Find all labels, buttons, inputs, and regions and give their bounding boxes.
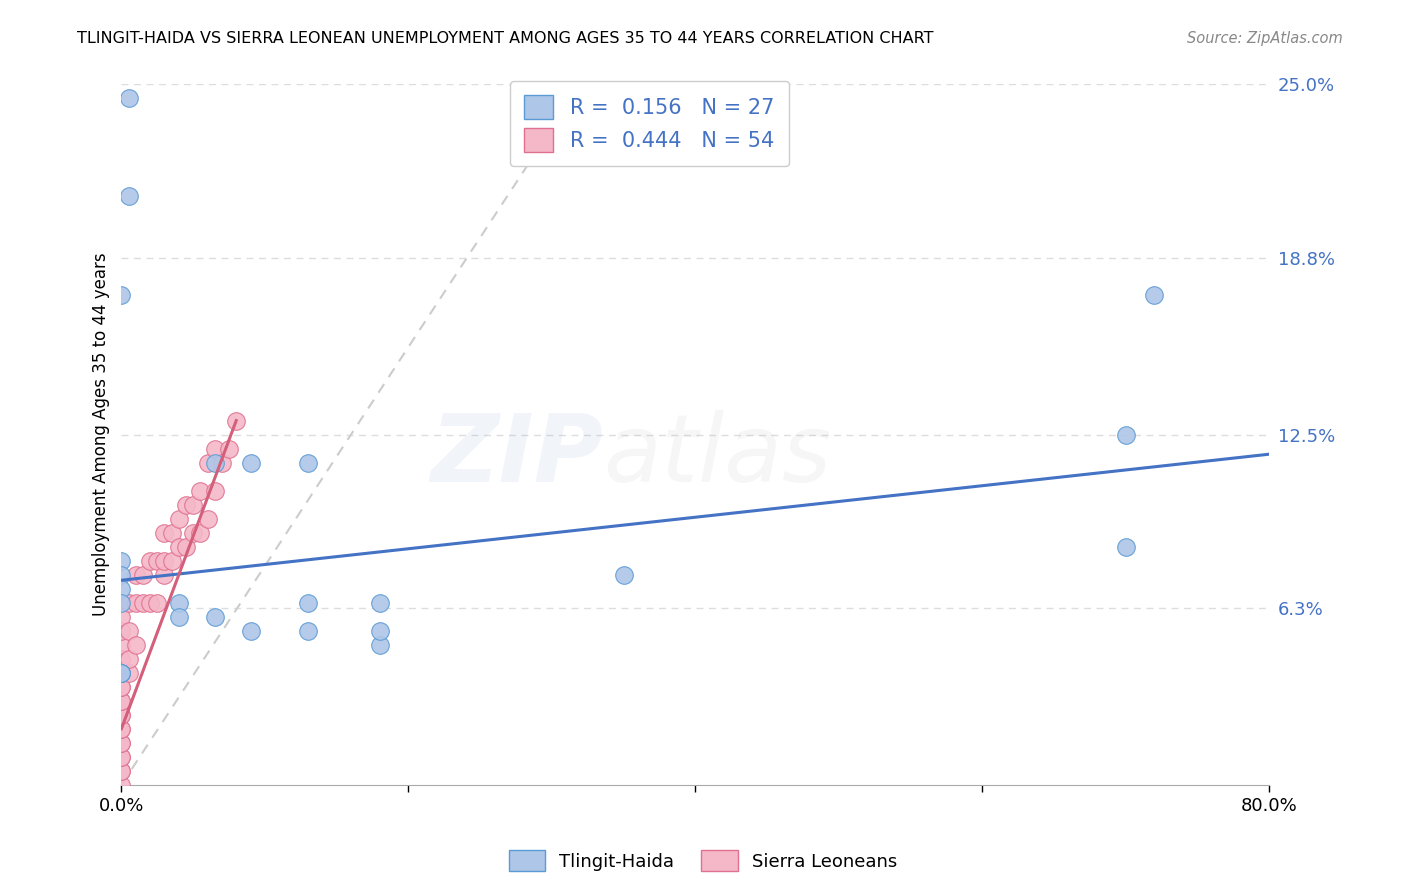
Point bbox=[110, 665, 132, 680]
Point bbox=[110, 582, 132, 596]
Point bbox=[110, 554, 132, 568]
Point bbox=[110, 694, 132, 708]
Point bbox=[117, 651, 139, 665]
Point bbox=[239, 624, 262, 638]
Point bbox=[117, 91, 139, 105]
Point bbox=[125, 596, 148, 610]
Point bbox=[117, 189, 139, 203]
Point bbox=[110, 665, 132, 680]
Point bbox=[110, 596, 132, 610]
Point bbox=[110, 694, 132, 708]
Point bbox=[117, 596, 139, 610]
Point bbox=[132, 567, 155, 582]
Text: ZIP: ZIP bbox=[430, 409, 603, 501]
Point bbox=[181, 498, 204, 512]
Point bbox=[204, 483, 226, 498]
Point bbox=[110, 680, 132, 694]
Point bbox=[132, 596, 155, 610]
Point bbox=[181, 525, 204, 540]
Point bbox=[167, 596, 190, 610]
Point bbox=[110, 736, 132, 750]
Point bbox=[139, 554, 162, 568]
Point bbox=[204, 609, 226, 624]
Point bbox=[146, 554, 169, 568]
Point bbox=[110, 764, 132, 778]
Point bbox=[167, 511, 190, 525]
Point bbox=[197, 511, 219, 525]
Point bbox=[1115, 427, 1137, 442]
Point bbox=[110, 665, 132, 680]
Point bbox=[110, 624, 132, 638]
Point bbox=[211, 456, 233, 470]
Point bbox=[368, 596, 391, 610]
Point bbox=[225, 414, 247, 428]
Point bbox=[117, 665, 139, 680]
Point bbox=[204, 442, 226, 456]
Point bbox=[110, 778, 132, 792]
Point bbox=[297, 596, 319, 610]
Point bbox=[167, 540, 190, 554]
Point bbox=[110, 707, 132, 722]
Point bbox=[174, 498, 197, 512]
Point bbox=[297, 456, 319, 470]
Text: TLINGIT-HAIDA VS SIERRA LEONEAN UNEMPLOYMENT AMONG AGES 35 TO 44 YEARS CORRELATI: TLINGIT-HAIDA VS SIERRA LEONEAN UNEMPLOY… bbox=[77, 31, 934, 46]
Point bbox=[239, 456, 262, 470]
Point bbox=[125, 638, 148, 652]
Point bbox=[110, 651, 132, 665]
Point bbox=[110, 722, 132, 736]
Point bbox=[188, 525, 211, 540]
Point bbox=[218, 442, 240, 456]
Point bbox=[110, 287, 132, 301]
Point bbox=[1143, 287, 1166, 301]
Point bbox=[110, 764, 132, 778]
Point bbox=[204, 456, 226, 470]
Point bbox=[117, 624, 139, 638]
Point bbox=[125, 567, 148, 582]
Point bbox=[197, 456, 219, 470]
Point bbox=[153, 554, 176, 568]
Point bbox=[188, 483, 211, 498]
Text: atlas: atlas bbox=[603, 410, 832, 501]
Point bbox=[368, 638, 391, 652]
Point bbox=[110, 707, 132, 722]
Point bbox=[174, 540, 197, 554]
Point bbox=[110, 736, 132, 750]
Point bbox=[110, 722, 132, 736]
Point bbox=[153, 567, 176, 582]
Point bbox=[613, 567, 636, 582]
Point bbox=[110, 749, 132, 764]
Point bbox=[110, 749, 132, 764]
Text: Source: ZipAtlas.com: Source: ZipAtlas.com bbox=[1187, 31, 1343, 46]
Point bbox=[167, 609, 190, 624]
Point bbox=[110, 638, 132, 652]
Point bbox=[110, 665, 132, 680]
Point bbox=[110, 665, 132, 680]
Legend: Tlingit-Haida, Sierra Leoneans: Tlingit-Haida, Sierra Leoneans bbox=[502, 843, 904, 879]
Point bbox=[110, 609, 132, 624]
Point bbox=[153, 525, 176, 540]
Point bbox=[160, 554, 183, 568]
Point bbox=[368, 624, 391, 638]
Y-axis label: Unemployment Among Ages 35 to 44 years: Unemployment Among Ages 35 to 44 years bbox=[93, 252, 110, 616]
Point bbox=[160, 525, 183, 540]
Point bbox=[110, 680, 132, 694]
Point bbox=[297, 624, 319, 638]
Point bbox=[1115, 540, 1137, 554]
Point bbox=[139, 596, 162, 610]
Legend: R =  0.156   N = 27, R =  0.444   N = 54: R = 0.156 N = 27, R = 0.444 N = 54 bbox=[510, 81, 789, 167]
Point bbox=[110, 567, 132, 582]
Point bbox=[110, 665, 132, 680]
Point bbox=[146, 596, 169, 610]
